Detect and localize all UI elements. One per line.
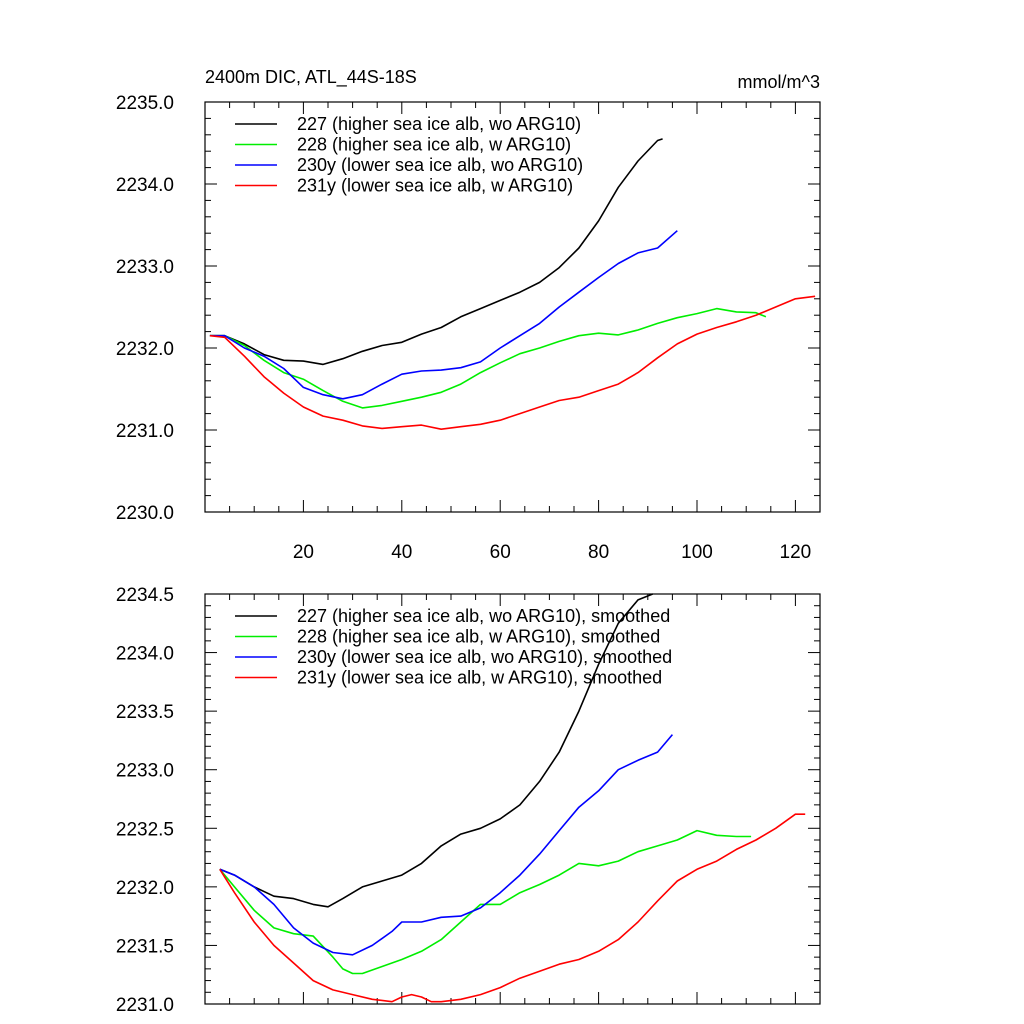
x-tick-label: 120	[780, 542, 812, 563]
legend-label: 231y (lower sea ice alb, w ARG10)	[297, 176, 573, 196]
series-line-3	[209, 295, 816, 431]
y-tick-label: 2231.0	[116, 995, 174, 1016]
bottom-panel: 2231.0 2231.5 2232.0 2232.5 2233.0 2233.5 2234…	[116, 585, 821, 1016]
x-tick-label: 40	[391, 542, 412, 563]
legend-label: 227 (higher sea ice alb, wo ARG10)	[297, 114, 581, 134]
series-line-0	[209, 138, 663, 366]
x-tick-label: 100	[681, 542, 713, 563]
x-tick-label: 80	[588, 542, 609, 563]
y-tick-label: 2232.5	[116, 819, 174, 840]
y-tick-label: 2234.5	[116, 585, 174, 606]
y-tick-label: 2234.0	[116, 175, 174, 196]
y-tick-label: 2233.0	[116, 761, 174, 782]
series-line-0	[219, 593, 653, 908]
units-label: mmol/m^3	[738, 72, 820, 92]
y-tick-label: 2235.0	[116, 93, 174, 114]
legend-label: 230y (lower sea ice alb, wo ARG10)	[297, 155, 583, 175]
y-tick-label: 2232.0	[116, 339, 174, 360]
y-tick-label: 2230.0	[116, 503, 174, 524]
series-line-1	[219, 829, 752, 975]
legend-label: 231y (lower sea ice alb, w ARG10), smoot…	[297, 668, 662, 688]
series-line-2	[209, 230, 678, 400]
x-tick-label: 20	[293, 542, 314, 563]
y-tick-label: 2231.5	[116, 936, 174, 957]
legend-label: 228 (higher sea ice alb, w ARG10)	[297, 135, 571, 155]
legend-label: 228 (higher sea ice alb, w ARG10), smoot…	[297, 627, 660, 647]
y-tick-label: 2234.0	[116, 644, 174, 665]
top-panel: 2230.0 2231.0 2232.0 2233.0 2234.0 2235.0 20 40…	[116, 67, 821, 563]
legend-label: 227 (higher sea ice alb, wo ARG10), smoo…	[297, 606, 670, 626]
series-line-1	[209, 307, 767, 409]
legend-label: 230y (lower sea ice alb, wo ARG10), smoo…	[297, 647, 672, 667]
series-line-2	[219, 734, 674, 956]
series-line-3	[219, 813, 806, 1003]
plot-frame	[204, 101, 821, 513]
y-tick-label: 2233.5	[116, 702, 174, 723]
plot-frame	[204, 593, 821, 1005]
y-tick-label: 2232.0	[116, 878, 174, 899]
y-tick-label: 2233.0	[116, 257, 174, 278]
chart-title: 2400m DIC, ATL_44S-18S	[205, 67, 417, 88]
y-tick-label: 2231.0	[116, 421, 174, 442]
x-tick-label: 60	[490, 542, 511, 563]
